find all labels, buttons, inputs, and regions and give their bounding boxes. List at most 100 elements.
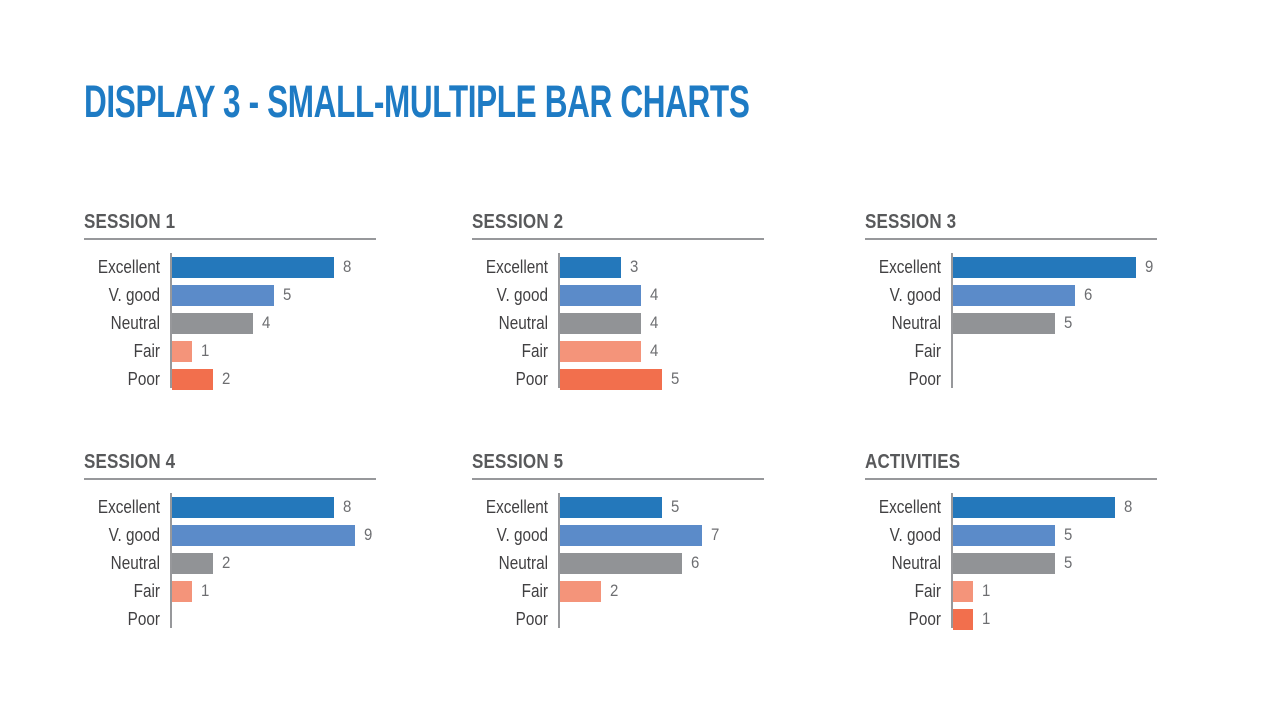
bar bbox=[560, 524, 703, 546]
category-label: V. good bbox=[108, 524, 160, 545]
bar-row: Fair 1 bbox=[84, 577, 376, 605]
bar bbox=[172, 552, 213, 574]
bar-area: 5 bbox=[953, 309, 1157, 337]
bar-area: 1 bbox=[172, 337, 376, 365]
category-label: Fair bbox=[133, 340, 160, 361]
bar-area: 6 bbox=[560, 549, 764, 577]
bar bbox=[560, 256, 621, 278]
value-label: 5 bbox=[282, 285, 291, 304]
bar-row: Excellent 9 bbox=[865, 253, 1157, 281]
bar-row: Poor 2 bbox=[84, 365, 376, 393]
bar bbox=[953, 608, 974, 630]
category-label: Fair bbox=[133, 580, 160, 601]
bar-row: Neutral 6 bbox=[472, 549, 764, 577]
value-label: 9 bbox=[363, 525, 373, 544]
value-label: 1 bbox=[201, 581, 210, 600]
category-label: Fair bbox=[914, 340, 941, 361]
bar bbox=[172, 580, 193, 602]
bar-area: 5 bbox=[560, 365, 764, 393]
bar-area bbox=[172, 605, 376, 633]
bar-row: Neutral 4 bbox=[472, 309, 764, 337]
category-label: Excellent bbox=[485, 496, 548, 517]
chart-title: SESSION 3 bbox=[865, 211, 957, 233]
bar-area: 5 bbox=[172, 281, 376, 309]
category-label: Neutral bbox=[891, 552, 941, 573]
chart-session-4: SESSION 4 Excellent 8 V. good 9 Neutral 2 Fair… bbox=[84, 445, 376, 633]
bar bbox=[953, 524, 1055, 546]
category-label: Excellent bbox=[97, 496, 160, 517]
value-label: 5 bbox=[1063, 525, 1072, 544]
bar-row: Fair 4 bbox=[472, 337, 764, 365]
chart-session-1: SESSION 1 Excellent 8 V. good 5 Neutral 4 Fair… bbox=[84, 205, 376, 393]
bar-area: 3 bbox=[560, 253, 764, 281]
chart-rows: Excellent 8 V. good 9 Neutral 2 Fair 1 Poor bbox=[84, 493, 376, 633]
bar-area: 1 bbox=[172, 577, 376, 605]
chart-session-5: SESSION 5 Excellent 5 V. good 7 Neutral 6 Fair… bbox=[472, 445, 764, 633]
bar-row: Fair 2 bbox=[472, 577, 764, 605]
category-label: Poor bbox=[908, 608, 941, 629]
bar-row: Neutral 4 bbox=[84, 309, 376, 337]
category-label: Poor bbox=[515, 368, 548, 389]
chart-title-rule bbox=[472, 238, 764, 240]
bar-row: Fair bbox=[865, 337, 1157, 365]
value-label: 8 bbox=[1124, 497, 1133, 516]
bar-row: Excellent 8 bbox=[865, 493, 1157, 521]
bar bbox=[560, 552, 682, 574]
bar bbox=[560, 368, 662, 390]
value-label: 1 bbox=[982, 581, 991, 600]
category-label: Poor bbox=[908, 368, 941, 389]
y-axis-line bbox=[951, 253, 953, 388]
chart-title: ACTIVITIES bbox=[865, 451, 961, 473]
value-label: 7 bbox=[711, 525, 720, 544]
bar bbox=[172, 340, 193, 362]
bar-row: V. good 4 bbox=[472, 281, 764, 309]
value-label: 3 bbox=[629, 257, 639, 276]
value-label: 6 bbox=[690, 553, 700, 572]
bar-area: 4 bbox=[560, 309, 764, 337]
bar-row: Poor 1 bbox=[865, 605, 1157, 633]
category-label: Excellent bbox=[97, 256, 160, 277]
bar-area: 6 bbox=[953, 281, 1157, 309]
value-label: 2 bbox=[221, 553, 230, 572]
bar bbox=[172, 496, 335, 518]
category-label: Fair bbox=[914, 580, 941, 601]
bar-area: 8 bbox=[172, 493, 376, 521]
value-label: 6 bbox=[1083, 285, 1093, 304]
value-label: 4 bbox=[650, 341, 659, 360]
bar-row: Poor 5 bbox=[472, 365, 764, 393]
bar-area: 2 bbox=[172, 549, 376, 577]
chart-title: SESSION 1 bbox=[84, 211, 176, 233]
bar-area: 4 bbox=[560, 281, 764, 309]
bar-row: Fair 1 bbox=[84, 337, 376, 365]
category-label: Neutral bbox=[110, 552, 160, 573]
chart-rows: Excellent 5 V. good 7 Neutral 6 Fair 2 Poor bbox=[472, 493, 764, 633]
bar-row: Poor bbox=[472, 605, 764, 633]
bar bbox=[953, 312, 1055, 334]
bar bbox=[560, 580, 601, 602]
bar bbox=[953, 580, 974, 602]
bar-area: 9 bbox=[953, 253, 1157, 281]
y-axis-line bbox=[170, 253, 172, 388]
bar-area: 5 bbox=[953, 521, 1157, 549]
bar-area bbox=[953, 365, 1157, 393]
value-label: 1 bbox=[982, 609, 991, 628]
bar-row: Neutral 5 bbox=[865, 549, 1157, 577]
value-label: 2 bbox=[609, 581, 618, 600]
chart-activities: ACTIVITIES Excellent 8 V. good 5 Neutral 5 Fai… bbox=[865, 445, 1157, 633]
bar-row: V. good 5 bbox=[865, 521, 1157, 549]
bar bbox=[560, 312, 642, 334]
chart-title-rule bbox=[472, 478, 764, 480]
bar-area bbox=[560, 605, 764, 633]
category-label: Excellent bbox=[878, 256, 941, 277]
value-label: 4 bbox=[650, 313, 659, 332]
bar-row: Neutral 5 bbox=[865, 309, 1157, 337]
bar-area: 1 bbox=[953, 605, 1157, 633]
chart-title-rule bbox=[865, 478, 1157, 480]
bar bbox=[172, 524, 355, 546]
bar-area: 5 bbox=[560, 493, 764, 521]
chart-session-3: SESSION 3 Excellent 9 V. good 6 Neutral 5 Fair… bbox=[865, 205, 1157, 393]
category-label: Neutral bbox=[110, 312, 160, 333]
page-title: DISPLAY 3 - SMALL-MULTIPLE BAR CHARTS bbox=[84, 76, 750, 127]
chart-rows: Excellent 8 V. good 5 Neutral 5 Fair 1 Poor 1 bbox=[865, 493, 1157, 633]
bar-row: Excellent 3 bbox=[472, 253, 764, 281]
